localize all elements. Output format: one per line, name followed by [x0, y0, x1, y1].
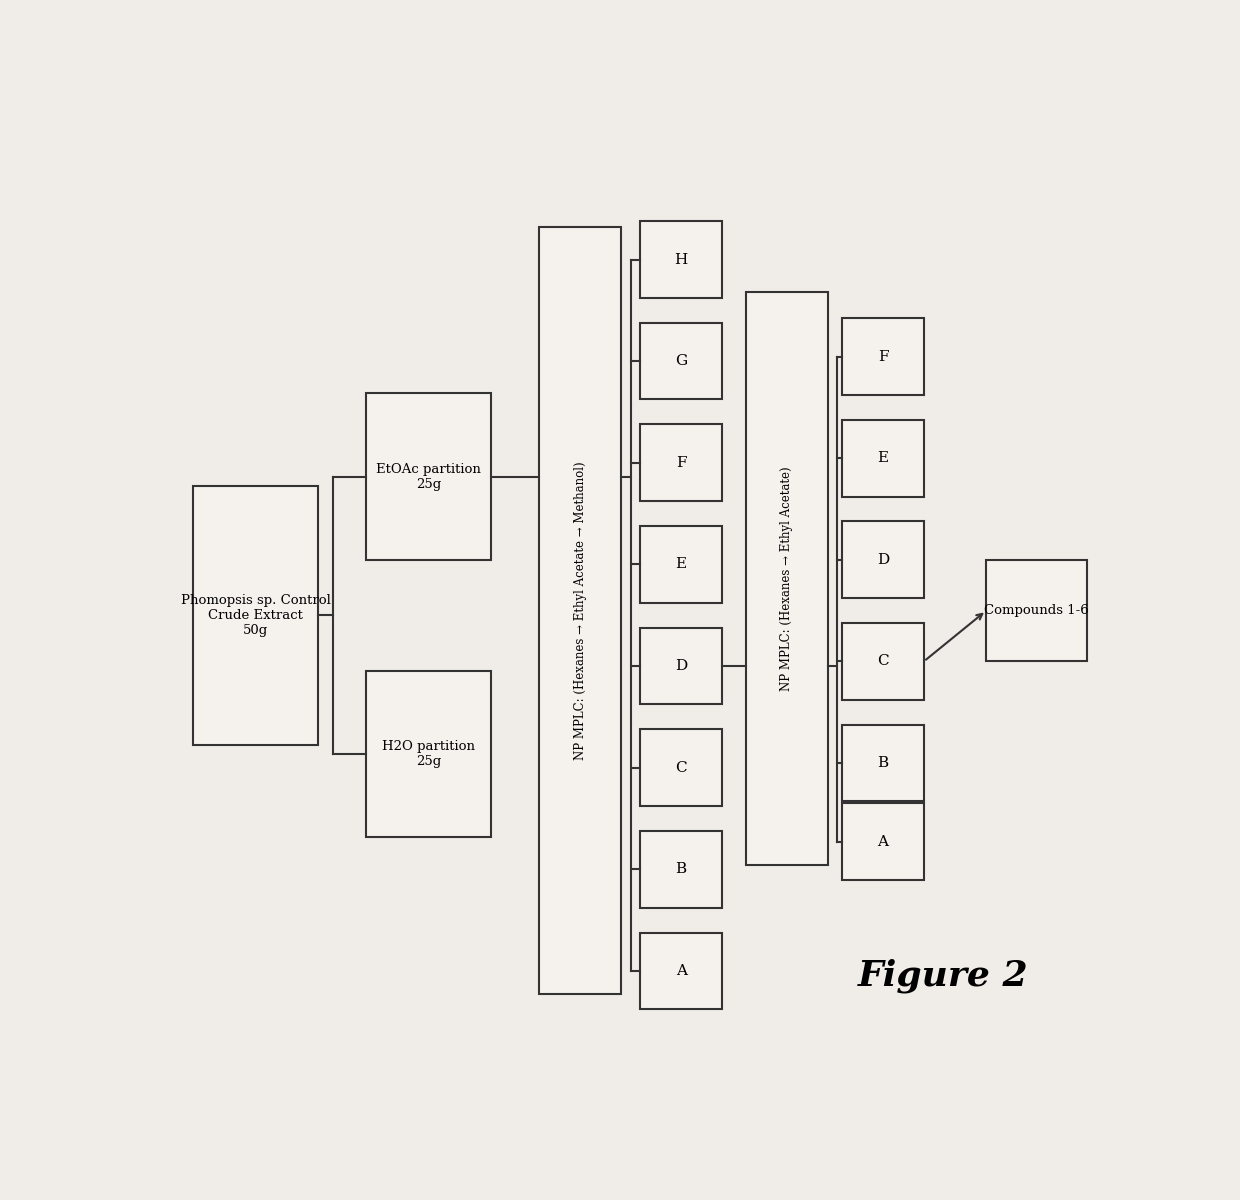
FancyBboxPatch shape [367, 671, 491, 838]
Text: H: H [675, 252, 688, 266]
Text: B: B [676, 863, 687, 876]
Text: F: F [676, 456, 687, 469]
Text: B: B [878, 756, 889, 770]
FancyBboxPatch shape [640, 730, 722, 806]
Text: EtOAc partition
25g: EtOAc partition 25g [377, 463, 481, 491]
FancyBboxPatch shape [986, 559, 1087, 661]
FancyBboxPatch shape [640, 526, 722, 602]
FancyBboxPatch shape [842, 623, 924, 700]
Text: E: E [878, 451, 889, 466]
FancyBboxPatch shape [842, 420, 924, 497]
FancyBboxPatch shape [640, 323, 722, 400]
Text: C: C [877, 654, 889, 668]
Text: D: D [877, 553, 889, 566]
Text: NP MPLC: (Hexanes → Ethyl Acetate): NP MPLC: (Hexanes → Ethyl Acetate) [780, 466, 794, 690]
Text: C: C [676, 761, 687, 775]
FancyBboxPatch shape [842, 725, 924, 802]
Text: Compounds 1-6: Compounds 1-6 [985, 604, 1089, 617]
Text: D: D [675, 659, 687, 673]
FancyBboxPatch shape [746, 292, 828, 865]
Text: A: A [676, 964, 687, 978]
Text: F: F [878, 349, 888, 364]
FancyBboxPatch shape [640, 425, 722, 502]
Text: NP MPLC: (Hexanes → Ethyl Acetate → Methanol): NP MPLC: (Hexanes → Ethyl Acetate → Meth… [574, 461, 587, 760]
Text: G: G [675, 354, 687, 368]
FancyBboxPatch shape [640, 830, 722, 907]
Text: Figure 2: Figure 2 [858, 959, 1028, 992]
Text: A: A [878, 835, 888, 848]
Text: Phomopsis sp. Control
Crude Extract
50g: Phomopsis sp. Control Crude Extract 50g [181, 594, 331, 637]
Text: E: E [676, 558, 687, 571]
FancyBboxPatch shape [640, 932, 722, 1009]
FancyBboxPatch shape [367, 394, 491, 559]
FancyBboxPatch shape [640, 628, 722, 704]
FancyBboxPatch shape [640, 221, 722, 298]
FancyBboxPatch shape [842, 318, 924, 395]
FancyBboxPatch shape [193, 486, 319, 744]
FancyBboxPatch shape [539, 227, 621, 994]
FancyBboxPatch shape [842, 522, 924, 598]
FancyBboxPatch shape [842, 803, 924, 880]
Text: H2O partition
25g: H2O partition 25g [382, 740, 475, 768]
